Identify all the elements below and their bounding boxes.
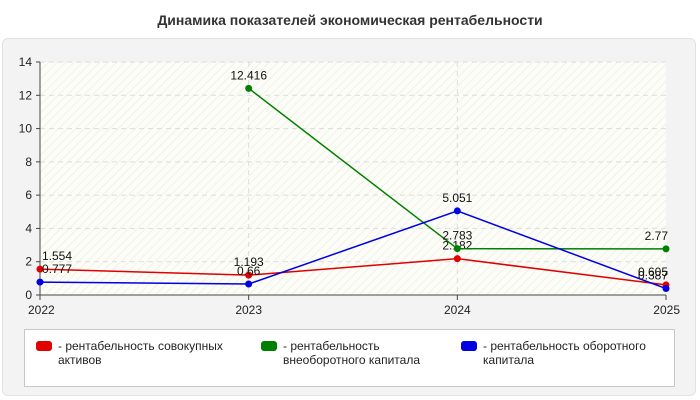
series-line-2 (39, 210, 667, 290)
data-point (245, 84, 253, 92)
data-point (36, 265, 44, 273)
data-label: 1.193 (234, 255, 264, 269)
data-label: 0.66 (237, 264, 261, 278)
data-point (245, 271, 253, 279)
data-label: 5.051 (442, 191, 472, 205)
data-point (453, 207, 461, 215)
x-tick-label: 2022 (28, 303, 55, 317)
legend-swatch-assets (36, 341, 52, 351)
data-label: 2.783 (442, 229, 472, 243)
data-label: 1.554 (42, 249, 72, 263)
legend-item-noncurrent[interactable]: - рентабельность внеоборотного капитала (261, 339, 461, 367)
y-tick-label: 2 (25, 255, 32, 269)
y-tick-label: 8 (25, 155, 32, 169)
data-point (662, 245, 670, 253)
legend-item-assets[interactable]: - рентабельность совокупных активов (36, 339, 256, 367)
legend-label-assets: - рентабельность совокупных активов (58, 339, 223, 367)
data-point (662, 285, 670, 293)
data-label: 12.416 (230, 68, 267, 82)
data-label: 0.387 (638, 269, 668, 283)
series-line-0 (39, 257, 667, 286)
y-tick-label: 0 (25, 288, 32, 302)
legend-swatch-current (461, 341, 477, 351)
chart-title: Динамика показателей экономическая рента… (157, 12, 543, 28)
data-point (245, 280, 253, 288)
data-point (453, 255, 461, 263)
data-point (453, 245, 461, 253)
y-tick-label: 6 (25, 188, 32, 202)
y-tick-label: 4 (25, 221, 32, 235)
legend-label-noncurrent: - рентабельность внеоборотного капитала (283, 339, 420, 367)
x-tick-label: 2023 (235, 303, 262, 317)
legend-label-current: - рентабельность оборотного капитала (483, 339, 646, 367)
x-tick-label: 2024 (444, 303, 471, 317)
plot-area (40, 62, 666, 295)
y-tick-label: 14 (19, 55, 33, 69)
y-tick-label: 10 (19, 122, 33, 136)
data-label: 0.777 (42, 262, 72, 276)
x-tick-label: 2025 (653, 303, 680, 317)
data-label: 0.605 (638, 265, 668, 279)
legend-swatch-noncurrent (261, 341, 277, 351)
data-label: 2.77 (645, 229, 669, 243)
y-tick-label: 12 (19, 88, 33, 102)
legend-item-current[interactable]: - рентабельность оборотного капитала (461, 339, 671, 367)
chart-legend: - рентабельность совокупных активов - ре… (24, 329, 675, 387)
data-point (36, 278, 44, 286)
